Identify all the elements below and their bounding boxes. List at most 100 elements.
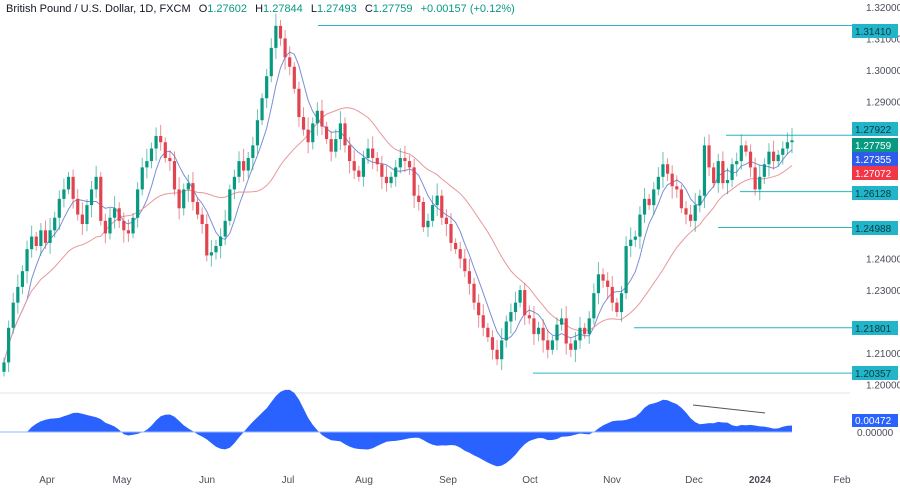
time-tick: Feb xyxy=(833,475,851,486)
candle xyxy=(518,290,522,303)
candle xyxy=(629,239,633,247)
candle xyxy=(228,189,232,221)
candle xyxy=(218,236,223,247)
candle xyxy=(610,286,614,303)
candle xyxy=(232,176,237,190)
time-tick: May xyxy=(113,475,132,486)
candle xyxy=(154,135,158,149)
level-price-tag xyxy=(852,186,898,200)
candle xyxy=(689,214,693,221)
candle xyxy=(260,98,264,121)
time-axis[interactable]: Apr May Jun Jul Aug Sep Oct Nov Dec 2024 Feb xyxy=(39,475,851,486)
candle xyxy=(656,176,660,190)
candle xyxy=(149,148,154,162)
svg-text:1.20357: 1.20357 xyxy=(855,369,892,380)
candle xyxy=(343,123,347,146)
ma_slow-price-tag xyxy=(852,166,898,180)
candle xyxy=(776,154,780,162)
candle xyxy=(71,176,75,199)
candle xyxy=(559,318,564,325)
candle xyxy=(642,198,647,215)
candle xyxy=(278,25,283,39)
candle xyxy=(739,145,743,162)
svg-text:1.31410: 1.31410 xyxy=(855,27,892,38)
candle xyxy=(306,129,310,143)
svg-text:1.26128: 1.26128 xyxy=(855,189,892,200)
candle xyxy=(237,161,241,177)
close-value: 1.27759 xyxy=(372,3,413,15)
candle xyxy=(357,170,361,177)
candle xyxy=(126,230,131,234)
candle xyxy=(716,161,720,184)
candle xyxy=(771,151,776,162)
candle xyxy=(564,318,568,344)
time-tick: Nov xyxy=(603,475,621,486)
svg-text:1.27072: 1.27072 xyxy=(855,169,892,180)
candle xyxy=(43,230,48,243)
candle xyxy=(62,189,66,199)
time-tick: Oct xyxy=(522,475,538,486)
candle xyxy=(20,271,25,287)
candle xyxy=(7,327,11,363)
low-value: 1.27493 xyxy=(316,3,357,15)
candle xyxy=(85,205,89,225)
candle xyxy=(753,167,757,190)
candle xyxy=(463,258,467,272)
candle xyxy=(214,246,218,253)
oscillator-trendline[interactable] xyxy=(692,404,766,414)
candle xyxy=(679,189,684,209)
candle xyxy=(735,161,739,165)
candle xyxy=(421,201,425,228)
candle xyxy=(246,157,250,171)
candle xyxy=(168,157,172,162)
candle xyxy=(665,164,670,174)
candle xyxy=(569,343,573,350)
candle xyxy=(394,167,398,177)
candle xyxy=(131,217,135,234)
time-tick: 2024 xyxy=(749,475,772,486)
price-tick: 1.32000 xyxy=(866,3,900,14)
svg-text:1.27355: 1.27355 xyxy=(855,155,892,166)
candle xyxy=(472,283,476,303)
price-tick: 1.23000 xyxy=(866,286,900,297)
price-axis[interactable]: 1.32000 1.31000 1.30000 1.29000 1.24000 1.230… xyxy=(866,3,900,391)
candle xyxy=(513,302,518,313)
candle xyxy=(601,274,605,281)
low-label: L xyxy=(310,3,317,15)
level-price-tag xyxy=(852,24,898,38)
candle xyxy=(195,201,200,215)
candle xyxy=(136,189,140,218)
candle xyxy=(638,214,642,237)
candle xyxy=(467,271,472,284)
high-value: 1.27844 xyxy=(263,3,303,15)
candle xyxy=(177,189,181,209)
candle xyxy=(762,164,766,177)
candle xyxy=(509,312,513,322)
candle xyxy=(145,161,149,168)
candle xyxy=(440,195,444,218)
open-label: O xyxy=(198,3,208,15)
candle xyxy=(652,189,656,206)
chart-legend-header: British Pound / U.S. Dollar, 1D, FXCM O1… xyxy=(6,3,515,15)
candle xyxy=(407,161,412,168)
candle xyxy=(334,139,338,152)
candle xyxy=(283,38,287,58)
ma_fast-price-tag xyxy=(852,152,898,166)
level-price-tag xyxy=(852,321,898,335)
ma-fast-line xyxy=(3,51,793,363)
candle xyxy=(592,293,596,319)
ma-slow-line xyxy=(3,107,793,363)
candle xyxy=(398,157,402,168)
svg-text:1.27759: 1.27759 xyxy=(855,141,892,152)
candle xyxy=(587,318,591,335)
change-value: +0.00157 (+0.12%) xyxy=(420,3,515,15)
candle xyxy=(209,252,213,256)
candle xyxy=(140,167,144,190)
candle xyxy=(527,315,531,319)
candle xyxy=(523,290,527,316)
candle xyxy=(172,161,177,190)
last_price-price-tag xyxy=(852,138,898,152)
candle xyxy=(417,195,421,202)
candle xyxy=(444,217,448,225)
